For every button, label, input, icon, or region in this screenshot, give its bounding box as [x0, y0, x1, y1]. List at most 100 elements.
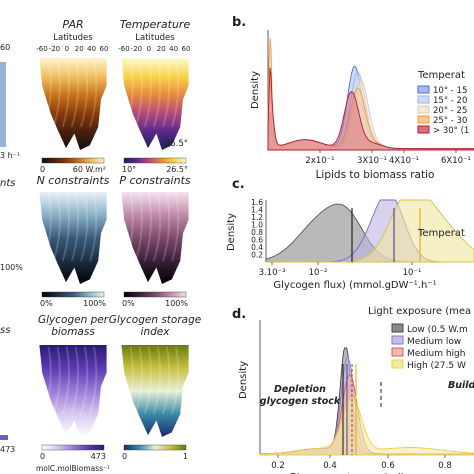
c-xtick: 3.10⁻³	[259, 268, 286, 278]
map-3	[121, 192, 189, 284]
cropped-tick: 60	[0, 43, 10, 52]
map-xtick: 20	[75, 45, 84, 53]
c-ytick: 0.6	[251, 236, 263, 245]
map-5-streak	[125, 346, 134, 415]
colorbar-tick-max: 60 W.m²	[73, 165, 106, 174]
d-xlabel: Glycogen storage indices	[289, 472, 422, 474]
map-3-streak	[152, 193, 162, 262]
map-3-streak	[143, 193, 152, 262]
map-title: index	[141, 326, 171, 338]
cropped-map-strip	[0, 62, 6, 147]
colorbar-tick-max: 473	[91, 452, 106, 461]
map-xtick: -60	[118, 45, 129, 53]
map-2-streak	[43, 193, 52, 262]
map-1-fill	[121, 58, 189, 150]
c-ytick: 1.2	[251, 213, 263, 222]
colorbar-tick-min: 10°	[122, 165, 136, 174]
d-ylabel: Density	[238, 361, 249, 399]
map-5-fill	[121, 345, 189, 437]
d-legend-entry: Medium low	[407, 337, 461, 347]
c-ytick: 0.2	[251, 251, 263, 260]
map-5-streak	[171, 346, 180, 415]
c-xtick: 10⁻¹	[403, 268, 422, 278]
b-legend-entry: > 30° (1	[433, 126, 469, 136]
map-xtick: 60	[182, 45, 191, 53]
map-2-streak	[61, 193, 70, 262]
map-xtick: 0	[147, 45, 151, 53]
map-2	[39, 192, 107, 284]
b-ylabel: Density	[250, 71, 261, 109]
map-xtick: 0	[65, 45, 69, 53]
map-xlabel: Latitudes	[53, 33, 93, 43]
map-0-streak	[61, 59, 70, 128]
map-3-streak	[134, 193, 143, 262]
cropped-colorbar-tick: 100%	[0, 263, 23, 272]
d-xtick: 0.6	[381, 461, 395, 471]
map-1-streak	[143, 59, 152, 128]
map-4	[39, 345, 107, 437]
map-xtick: 40	[87, 45, 96, 53]
b-legend-swatch	[417, 115, 430, 124]
map-annotation: 26.5°	[165, 139, 188, 149]
b-legend-entry: 20° - 25	[433, 106, 467, 116]
map-xtick: 60	[100, 45, 109, 53]
map-4-streak	[43, 346, 52, 415]
b-legend-entry: 25° - 30	[433, 116, 467, 126]
map-5-streak	[152, 346, 162, 415]
map-3-streak	[125, 193, 134, 262]
map-5-streak	[134, 346, 143, 415]
colorbar	[41, 157, 105, 164]
d-legend-entry: Medium high	[407, 349, 465, 359]
map-3-streak	[171, 193, 180, 262]
cropped-colorbar-tick-2: 473	[0, 445, 15, 454]
map-2-streak	[79, 193, 89, 262]
cropped-colorbar	[0, 435, 8, 440]
d-xtick: 0.4	[323, 461, 337, 471]
map-1-streak	[134, 59, 143, 128]
map-1	[121, 58, 189, 150]
colorbar-tick-max: 100%	[165, 299, 188, 308]
colorbar-tick-max: 1	[183, 452, 188, 461]
d-legend-title: Light exposure (mea	[368, 306, 471, 317]
colorbar	[41, 291, 105, 298]
map-title: Temperature	[120, 18, 191, 31]
map-3-fill	[121, 192, 189, 284]
c-xlabel: Glycogen flux) (mmol.gDW⁻¹.h⁻¹	[273, 280, 436, 291]
map-1-streak	[161, 59, 171, 128]
colorbar-label: molC.molBiomass⁻¹	[36, 464, 110, 473]
d-legend-entry: High (27.5 W	[407, 361, 466, 371]
map-2-fill	[39, 192, 107, 284]
colorbar	[123, 157, 187, 164]
map-5-streak	[143, 346, 152, 415]
b-legend-swatch	[417, 105, 430, 114]
d-annotation-depletion: glycogen stock	[260, 396, 341, 407]
map-2-streak	[52, 193, 61, 262]
b-xtick: 2x10⁻¹	[305, 156, 334, 166]
map-title: P constraints	[119, 174, 191, 187]
map-xtick: -20	[49, 45, 60, 53]
cropped-title-2: ss	[0, 325, 10, 336]
b-xlabel: Lipids to biomass ratio	[316, 169, 435, 181]
colorbar-tick-min: 0%	[122, 299, 135, 308]
colorbar-tick-min: 0	[40, 165, 45, 174]
b-legend-entry: 10° - 15	[433, 86, 467, 96]
map-title: Glycogen storage	[109, 314, 201, 326]
map-3-streak	[161, 193, 171, 262]
map-1-streak	[171, 59, 180, 128]
c-density-2	[266, 199, 474, 263]
colorbar-tick-min: 0	[122, 452, 127, 461]
d-annotation-building: Building gly	[448, 380, 474, 391]
map-4-streak	[89, 346, 98, 415]
colorbar-tick-max: 26.5°	[166, 165, 188, 174]
map-5	[121, 345, 189, 437]
colorbar	[123, 291, 187, 298]
d-xtick: 0.2	[271, 461, 285, 471]
c-ytick: 1.4	[251, 206, 263, 215]
c-xtick: 10⁻²	[309, 268, 328, 278]
c-ylabel: Density	[226, 213, 237, 251]
cropped-colorbar-label: 3 h⁻¹	[0, 151, 20, 160]
d-legend-swatch	[391, 347, 404, 357]
colorbar-tick-min: 0	[40, 452, 45, 461]
d-legend-swatch	[391, 323, 404, 333]
map-xtick: 20	[157, 45, 166, 53]
